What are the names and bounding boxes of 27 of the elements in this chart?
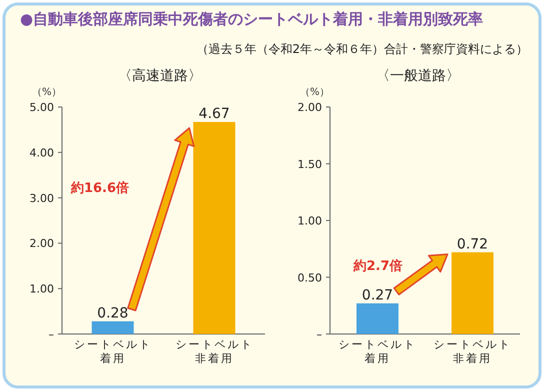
text: （過去５年（令和2年～令和６年）合計・警察庁資料による） bbox=[196, 42, 528, 56]
x-tick-label: シートベルト着用 bbox=[338, 338, 418, 366]
annotation: 約16.6倍 bbox=[70, 180, 130, 196]
annotation: 約2.7倍 bbox=[352, 258, 403, 274]
x-tick-label: シートベルト非着用 bbox=[174, 338, 254, 366]
y-tick-label: 0.50 bbox=[298, 271, 322, 284]
y-tick-label: – bbox=[316, 328, 322, 341]
text: ●自動車後部座席同乗中死傷者のシートベルト着用・非着用別致死率 bbox=[20, 10, 484, 28]
y-tick-label: 1.50 bbox=[298, 158, 322, 171]
y-tick-label: 4.00 bbox=[30, 146, 54, 160]
y-tick-label: 2.00 bbox=[30, 237, 54, 250]
y-axis-title: （%） bbox=[32, 87, 62, 98]
y-tick-label: 1.00 bbox=[298, 214, 322, 228]
y-tick-label: 2.00 bbox=[298, 101, 322, 114]
data-label: 0.27 bbox=[362, 287, 394, 304]
x-tick-label: シートベルト非着用 bbox=[432, 338, 512, 366]
x-tick-label: シートベルト着用 bbox=[72, 338, 153, 366]
data-label: 4.67 bbox=[198, 106, 230, 122]
y-tick-label: 3.00 bbox=[30, 192, 54, 205]
data-label: 0.72 bbox=[456, 236, 488, 252]
y-tick-label: 1.00 bbox=[30, 282, 54, 296]
chart-title: 〈高速道路〉 bbox=[118, 68, 202, 84]
y-axis-title: （%） bbox=[300, 87, 330, 98]
y-tick-label: – bbox=[48, 328, 54, 341]
data-label: 0.28 bbox=[97, 305, 128, 322]
chart-title: 〈一般道路〉 bbox=[376, 68, 460, 84]
y-tick-label: 5.00 bbox=[30, 101, 54, 114]
